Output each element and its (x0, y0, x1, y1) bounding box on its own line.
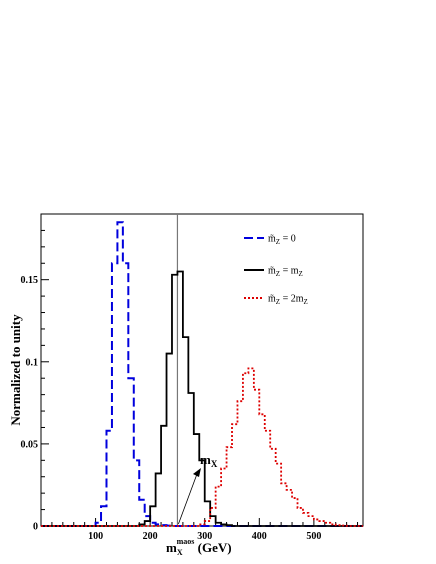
y-tick-label: 0.1 (26, 357, 39, 368)
x-axis-label-sub: X (177, 548, 183, 557)
y-tick-label: 0.05 (21, 439, 39, 450)
x-tick-label: 200 (143, 531, 158, 542)
x-axis-label: mXmaos (GeV) (166, 537, 232, 557)
y-tick-label: 0.15 (21, 275, 39, 286)
legend-label-main: m̃ (268, 293, 276, 304)
plot-frame (40, 213, 364, 527)
x-axis-label-sup: maos (177, 537, 195, 546)
annotation-arrow-head (193, 468, 201, 477)
legend-label-rest: = 2m (280, 294, 304, 305)
x-tick-label: 300 (197, 531, 212, 542)
histogram-series-1 (41, 270, 363, 527)
annotation-label-sub: X (211, 459, 218, 469)
x-tick-label: 400 (252, 531, 267, 542)
legend-label-sub: Z (276, 270, 280, 278)
legend-label-main: m̃ (268, 233, 276, 244)
x-axis-label-main: m (166, 540, 177, 555)
y-axis-label: Normalized to unity (8, 314, 23, 426)
legend-label-rest: = 0 (280, 234, 296, 245)
legend-label-rest-sub: Z (303, 298, 307, 306)
legend-label-sub: Z (276, 298, 280, 306)
legend: m̃Z = 0m̃Z = mZm̃Z = 2mZ (244, 233, 308, 306)
x-tick-label: 100 (88, 531, 103, 542)
annotation-arrow-line (178, 473, 198, 525)
legend-label-sub: Z (276, 238, 280, 246)
legend-label-0: m̃Z = 0 (268, 233, 296, 246)
legend-label-rest: = m (280, 266, 299, 277)
legend-label-main: m̃ (268, 265, 276, 276)
histogram-series-0 (41, 221, 363, 527)
legend-label-1: m̃Z = mZ (268, 265, 303, 278)
x-axis-label-unit: (GeV) (194, 540, 231, 555)
axis-ticks: 100 200 300 400 500 0 0.05 0.1 0.15 (21, 214, 359, 542)
legend-label-2: m̃Z = 2mZ (268, 293, 308, 306)
series-layer (41, 221, 363, 527)
legend-label-rest-sub: Z (298, 270, 302, 278)
x-tick-label: 500 (306, 531, 321, 542)
annotation-label: mX (200, 452, 218, 469)
annotation-layer: mX (178, 452, 218, 525)
y-tick-label: 0 (33, 522, 38, 533)
histogram-series-2 (41, 367, 363, 527)
